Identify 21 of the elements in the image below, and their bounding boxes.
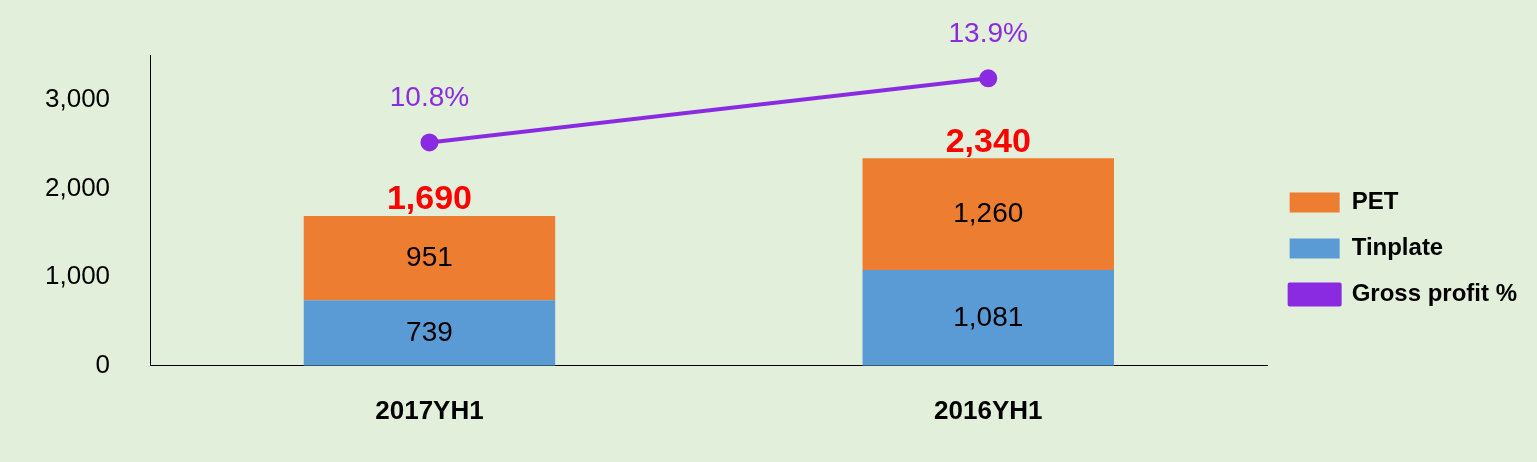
legend-label: Tinplate (1351, 233, 1444, 261)
legend-label: PET (1351, 187, 1399, 215)
data-label: 10.8% (389, 81, 470, 113)
bar (862, 158, 1114, 270)
data-label: 739 (406, 315, 453, 347)
y-tick-label: 0 (95, 348, 111, 379)
legend-label: Gross profit % (1351, 279, 1518, 307)
bar (862, 269, 1114, 366)
bar (303, 216, 556, 301)
total-label: 2,340 (945, 120, 1031, 159)
y-tick-label: 2,000 (44, 171, 111, 202)
y-tick-label: 1,000 (44, 260, 111, 291)
bar (303, 300, 556, 366)
y-tick-label: 3,000 (44, 83, 111, 114)
x-tick-label: 2017YH1 (375, 394, 484, 425)
data-label: 951 (406, 240, 453, 272)
data-label: 13.9% (948, 17, 1028, 49)
total-label: 1,690 (386, 178, 473, 217)
x-tick-label: 2016YH1 (934, 394, 1043, 425)
data-label: 1,081 (953, 300, 1024, 332)
data-label: 1,260 (953, 196, 1024, 228)
